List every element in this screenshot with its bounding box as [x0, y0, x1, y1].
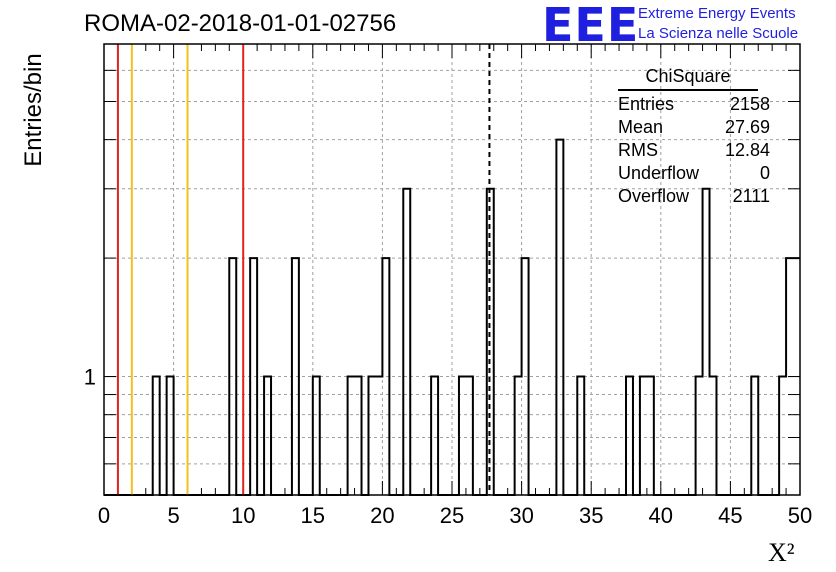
stats-value: 27.69: [724, 117, 770, 137]
stats-label: Overflow: [618, 186, 690, 206]
x-tick-label: 0: [98, 503, 110, 528]
stats-value: 2111: [732, 186, 770, 206]
stats-value: 12.84: [724, 140, 770, 160]
stats-value: 0: [759, 163, 770, 183]
x-tick-label: 5: [167, 503, 179, 528]
x-tick-label: 45: [718, 503, 742, 528]
x-axis-label: X²: [768, 538, 795, 567]
y-axis-label: Entries/bin: [20, 53, 47, 167]
histogram-bin: [703, 189, 710, 495]
stats-row-underflow: Underflow 0: [610, 162, 780, 185]
x-tick-label: 35: [579, 503, 603, 528]
stats-label: Entries: [618, 94, 675, 114]
x-tick-label: 25: [440, 503, 464, 528]
x-tick-label: 15: [301, 503, 325, 528]
stats-label: Mean: [618, 117, 664, 137]
x-tick-label: 40: [649, 503, 673, 528]
stats-row-rms: RMS 12.84: [610, 139, 780, 162]
stats-row-overflow: Overflow 2111: [610, 185, 780, 208]
x-tick-label: 50: [788, 503, 812, 528]
logo-caption: Extreme Energy Events La Scienza nelle S…: [638, 4, 798, 44]
y-tick-label: 1: [84, 365, 96, 390]
stats-title: ChiSquare: [618, 66, 758, 91]
stats-label: RMS: [618, 140, 658, 160]
stats-row-mean: Mean 27.69: [610, 116, 780, 139]
stats-row-entries: Entries 2158: [610, 93, 780, 116]
plot-frame: [103, 43, 801, 496]
x-tick-label: 20: [370, 503, 394, 528]
stats-box: ChiSquare Entries 2158 Mean 27.69 RMS 12…: [610, 66, 780, 208]
histogram-bin: [403, 189, 410, 495]
x-tick-label: 10: [231, 503, 255, 528]
plot-title: ROMA-02-2018-01-01-02756: [84, 10, 397, 37]
x-tick-label: 30: [509, 503, 533, 528]
logo-line1: Extreme Energy Events: [638, 5, 796, 22]
stats-label: Underflow: [618, 163, 700, 183]
histogram-bin: [556, 140, 563, 495]
stats-value: 2158: [729, 94, 770, 114]
logo-line2: La Scienza nelle Scuole: [638, 25, 799, 42]
eee-logo: EEE: [542, 0, 640, 52]
